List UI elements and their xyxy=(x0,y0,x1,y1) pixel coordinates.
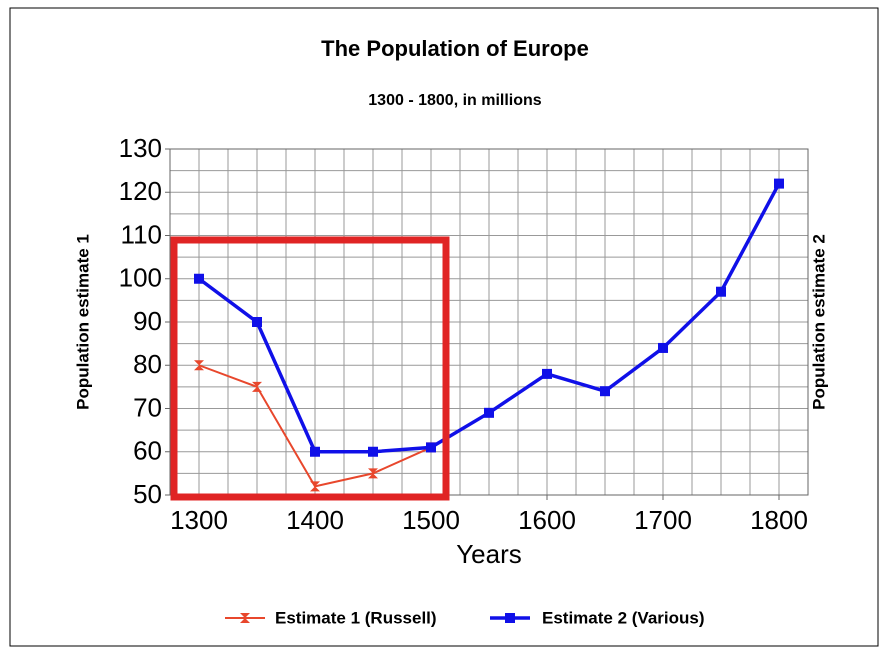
chart-title: The Population of Europe xyxy=(321,36,589,61)
point-marker xyxy=(310,481,320,492)
point-marker xyxy=(252,317,262,327)
y-axis-label: Population estimate 1 xyxy=(73,234,92,410)
point-marker xyxy=(368,468,378,479)
y-tick-label: 100 xyxy=(119,263,162,293)
point-marker xyxy=(658,342,668,353)
y-tick-label: 120 xyxy=(119,176,162,206)
legend-label: Estimate 2 (Various) xyxy=(542,608,705,627)
y-tick-label: 130 xyxy=(119,133,162,163)
point-marker xyxy=(194,273,204,284)
plot-area: 50 60 70 80 90 100 110 120 130 1300 1400 1500 1600 17… xyxy=(119,133,809,623)
y-tick-label: 90 xyxy=(133,306,162,336)
point-marker xyxy=(194,360,204,371)
x-tick-label: 1600 xyxy=(518,505,576,535)
point-marker xyxy=(368,446,378,457)
x-tick-label: 1500 xyxy=(402,505,460,535)
highlight-box xyxy=(170,236,450,501)
y-tick-label: 50 xyxy=(133,479,162,509)
x-axis-label: Years xyxy=(456,539,522,569)
point-marker xyxy=(310,446,320,457)
x-tick-label: 1400 xyxy=(286,505,344,535)
y2-axis-label: Population estimate 2 xyxy=(809,234,828,410)
x-tick-label: 1700 xyxy=(634,505,692,535)
y-tick-label: 80 xyxy=(133,349,162,379)
y-tick-label: 60 xyxy=(133,436,162,466)
point-marker xyxy=(426,442,436,453)
legend-label: Estimate 1 (Russell) xyxy=(275,608,437,627)
point-marker xyxy=(600,386,610,397)
point-marker xyxy=(252,381,262,392)
point-marker xyxy=(542,368,552,379)
x-tick-label: 1300 xyxy=(170,505,228,535)
chart-subtitle: 1300 - 1800, in millions xyxy=(368,92,542,109)
point-marker xyxy=(484,407,494,418)
x-tick-label: 1800 xyxy=(750,505,808,535)
y-tick-label: 70 xyxy=(133,392,162,422)
point-marker xyxy=(716,286,726,297)
y-tick-label: 110 xyxy=(121,219,162,249)
point-marker xyxy=(774,178,784,189)
